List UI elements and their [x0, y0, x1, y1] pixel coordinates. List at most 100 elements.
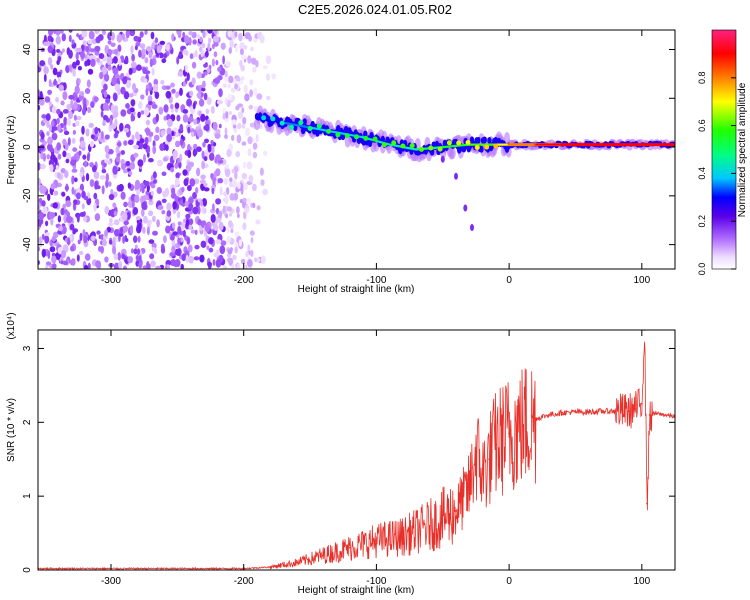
noise-speckle	[83, 103, 87, 109]
ridge-blob	[326, 128, 332, 134]
noise-speckle	[76, 33, 79, 38]
y-tick-label: 20	[22, 92, 33, 104]
noise-speckle	[225, 111, 229, 119]
snr-x-label: Height of straight line (km)	[298, 585, 415, 596]
noise-speckle	[239, 42, 246, 51]
noise-speckle	[39, 98, 45, 106]
noise-speckle	[163, 53, 168, 59]
spectrogram-x-label: Height of straight line (km)	[298, 284, 415, 295]
noise-speckle	[160, 246, 166, 254]
noise-speckle	[174, 162, 179, 169]
noise-speckle	[100, 130, 104, 140]
noise-speckle	[118, 183, 124, 192]
noise-speckle	[50, 37, 54, 43]
noise-speckle	[218, 88, 223, 98]
noise-speckle	[123, 225, 128, 233]
noise-speckle	[241, 172, 248, 180]
noise-speckle	[242, 222, 247, 231]
noise-speckle	[53, 126, 58, 131]
ridge-blob	[456, 140, 462, 146]
noise-speckle	[117, 88, 121, 96]
noise-speckle	[102, 119, 106, 125]
noise-speckle	[48, 159, 55, 167]
noise-speckle	[81, 125, 85, 135]
noise-speckle	[184, 64, 188, 73]
noise-speckle	[39, 90, 43, 100]
noise-speckle	[85, 45, 90, 53]
noise-speckle	[241, 107, 245, 114]
noise-speckle	[175, 172, 180, 179]
snr-point	[468, 487, 471, 490]
y-tick-label: -40	[22, 237, 33, 252]
noise-speckle	[133, 248, 138, 255]
noise-speckle	[179, 123, 184, 132]
noise-speckle	[130, 61, 137, 68]
noise-speckle	[79, 232, 83, 242]
x-tick-label: -100	[366, 275, 386, 286]
noise-speckle	[215, 154, 221, 162]
noise-speckle	[140, 94, 145, 100]
branch-point	[463, 204, 468, 212]
snr-point	[494, 443, 497, 446]
noise-speckle	[250, 237, 254, 244]
noise-speckle	[154, 248, 158, 255]
noise-speckle	[250, 46, 254, 52]
noise-speckle	[244, 32, 251, 40]
noise-speckle	[137, 101, 143, 109]
noise-speckle	[84, 60, 88, 67]
noise-speckle	[52, 202, 58, 209]
noise-speckle	[142, 143, 148, 150]
noise-speckle	[137, 235, 141, 243]
noise-speckle	[153, 179, 157, 184]
snr-point	[428, 524, 431, 527]
noise-speckle	[201, 150, 205, 159]
ridge-blob	[474, 145, 480, 150]
ridge-blob	[316, 123, 322, 129]
noise-speckle	[242, 197, 247, 203]
noise-speckle	[145, 84, 150, 89]
noise-speckle	[38, 236, 43, 245]
noise-speckle	[148, 51, 153, 59]
noise-speckle	[72, 229, 76, 235]
noise-speckle	[97, 34, 104, 41]
noise-speckle	[204, 149, 209, 159]
noise-speckle	[177, 237, 181, 245]
noise-speckle	[114, 105, 119, 113]
noise-speckle	[244, 207, 250, 214]
noise-speckle	[260, 179, 265, 186]
noise-speckle	[245, 197, 252, 205]
noise-speckle	[99, 136, 105, 143]
noise-speckle	[246, 161, 253, 170]
noise-speckle	[90, 58, 96, 67]
noise-speckle	[143, 180, 150, 187]
noise-speckle	[84, 253, 91, 261]
noise-speckle	[55, 165, 60, 170]
noise-speckle	[123, 220, 129, 226]
noise-speckle	[194, 50, 198, 58]
noise-speckle	[92, 165, 97, 173]
noise-speckle	[68, 64, 73, 70]
noise-speckle	[188, 203, 194, 210]
noise-speckle	[201, 160, 206, 170]
noise-speckle	[260, 255, 266, 264]
noise-speckle	[42, 153, 47, 162]
colorbar-tick-label: 0.0	[697, 263, 707, 276]
noise-speckle	[113, 229, 120, 237]
noise-speckle	[155, 126, 160, 134]
noise-speckle	[198, 98, 205, 107]
noise-speckle	[148, 210, 154, 217]
noise-speckle	[146, 226, 150, 236]
noise-speckle	[38, 246, 41, 252]
noise-speckle	[149, 253, 155, 260]
noise-speckle	[131, 200, 135, 209]
noise-speckle	[56, 48, 61, 53]
noise-speckle	[255, 219, 261, 225]
snr-point	[521, 425, 524, 427]
noise-speckle	[61, 33, 66, 42]
noise-speckle	[112, 56, 118, 64]
noise-speckle	[55, 96, 60, 103]
noise-speckle	[234, 83, 239, 90]
noise-speckle	[182, 229, 186, 238]
noise-speckle	[47, 250, 51, 259]
noise-speckle	[42, 206, 48, 215]
